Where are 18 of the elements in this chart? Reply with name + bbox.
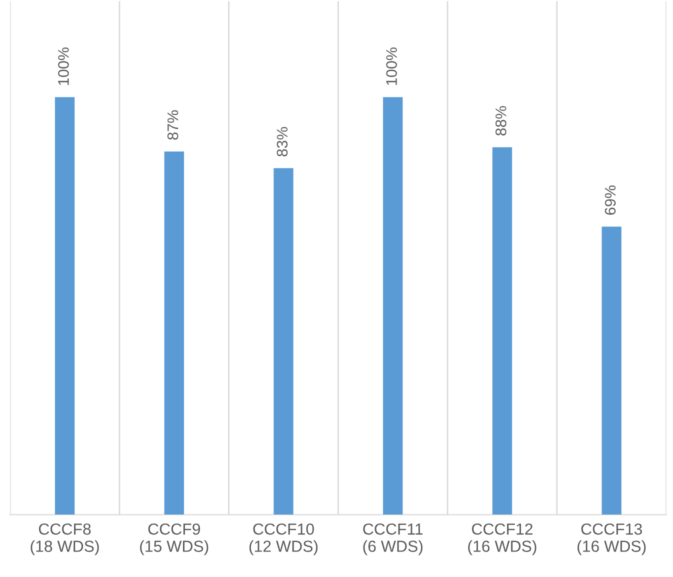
x-tick-label: CCCF13 (16 WDS): [578, 523, 646, 556]
bar: [383, 97, 403, 515]
x-tick-label: CCCF9 (15 WDS): [140, 523, 208, 556]
x-tick-label: CCCF12 (16 WDS): [468, 523, 536, 556]
bar: [54, 97, 75, 515]
data-label: 69%: [604, 185, 616, 215]
x-tick-label: CCCF11 (6 WDS): [363, 523, 423, 556]
bar: [602, 226, 622, 515]
bar: [492, 147, 512, 515]
data-label: 100%: [386, 48, 397, 85]
bar: [164, 151, 184, 515]
data-label: 83%: [276, 127, 288, 156]
data-label: 88%: [496, 106, 506, 136]
bar: [274, 168, 294, 515]
data-label: 87%: [167, 110, 178, 140]
data-label: 100%: [58, 48, 69, 85]
x-tick-label: CCCF10 (12 WDS): [249, 523, 318, 556]
x-tick-label: CCCF8 (18 WDS): [30, 523, 99, 556]
